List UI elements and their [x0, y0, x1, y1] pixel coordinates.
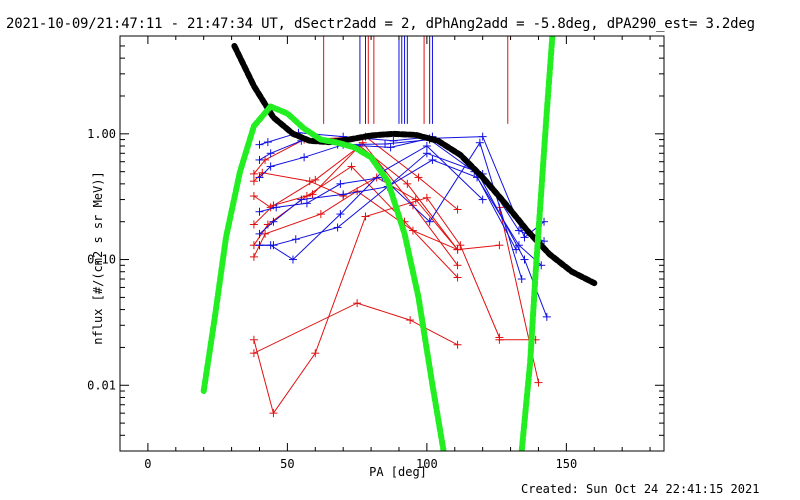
blue-data-point [339, 190, 348, 199]
blue-data-point [336, 179, 345, 188]
blue-data-point [517, 275, 526, 284]
red-data-point [249, 335, 258, 344]
blue-data-point [336, 210, 345, 219]
blue-data-point [269, 217, 278, 226]
blue-data-point [386, 143, 395, 152]
red-data-point [411, 195, 420, 204]
blue-data-point [266, 149, 275, 158]
red-data-point [453, 205, 462, 214]
blue-data-point [269, 241, 278, 250]
red-data-point [534, 378, 543, 387]
y-tick-label: 1.00 [87, 127, 116, 141]
red-data-point [249, 349, 258, 358]
red-data-point [258, 168, 267, 177]
y-axis-label: nflux [#/(cm2 s sr MeV)] [91, 171, 105, 344]
chart-title: 2021-10-09/21:47:11 - 21:47:34 UT, dSect… [6, 16, 755, 32]
red-data-point [249, 220, 258, 229]
blue-data-point [255, 229, 264, 238]
red-data-point [269, 409, 278, 418]
red-data-point [408, 201, 417, 210]
blue-data-point [302, 199, 311, 208]
blue-data-point [255, 173, 264, 182]
red-data-series [253, 190, 458, 258]
blue-data-series [259, 141, 523, 280]
red-data-series [253, 302, 458, 354]
red-data-point [453, 340, 462, 349]
red-data-point [361, 212, 370, 221]
blue-data-point [272, 203, 281, 212]
x-tick-label: 50 [280, 457, 294, 471]
red-data-point [408, 226, 417, 235]
x-axis-label: PA [deg] [369, 465, 427, 479]
red-data-point [249, 177, 258, 186]
blue-data-point [291, 235, 300, 244]
blue-data-point [255, 155, 264, 164]
blue-data-point [520, 233, 529, 242]
blue-data-point [288, 255, 297, 264]
red-data-point [249, 192, 258, 201]
red-data-point [249, 169, 258, 178]
blue-data-point [425, 217, 434, 226]
series-layer [200, 36, 598, 451]
red-data-point [456, 241, 465, 250]
blue-data-point [542, 312, 551, 321]
red-data-point [453, 273, 462, 282]
red-data-series [253, 141, 459, 266]
blue-data-point [478, 195, 487, 204]
blue-data-point [255, 140, 264, 149]
blue-data-point [255, 207, 264, 216]
red-data-point [311, 349, 320, 358]
blue-data-point [266, 162, 275, 171]
red-data-point [311, 175, 320, 184]
red-data-point [453, 261, 462, 270]
blue-data-point [428, 155, 437, 164]
y-tick-label: 0.01 [87, 378, 116, 392]
y-tick-label: 0.10 [87, 253, 116, 267]
x-tick-label: 0 [144, 457, 151, 471]
red-data-point [347, 162, 356, 171]
red-data-point [495, 241, 504, 250]
red-data-point [249, 252, 258, 261]
black-fit-curve [231, 43, 598, 287]
red-data-point [453, 245, 462, 254]
red-data-point [353, 299, 362, 308]
green-fit-curve [200, 103, 447, 451]
blue-data-point [255, 241, 264, 250]
blue-data-series [259, 139, 517, 250]
blue-data-point [263, 138, 272, 147]
axes: 0 50 100 150 0.01 0.10 1.00 [87, 35, 665, 471]
x-tick-label: 100 [416, 457, 438, 471]
blue-data-point [297, 195, 306, 204]
red-data-point [422, 193, 431, 202]
red-data-point [495, 335, 504, 344]
red-data-series [253, 136, 458, 210]
blue-data-point [333, 223, 342, 232]
blue-data-point [514, 241, 523, 250]
created-timestamp: Created: Sun Oct 24 22:41:15 2021 [521, 482, 760, 496]
vertical-markers [323, 36, 509, 124]
green-fit-curve [518, 36, 556, 451]
blue-data-point [540, 237, 549, 246]
blue-data-point [520, 255, 529, 264]
red-data-point [406, 316, 415, 325]
red-data-series [253, 197, 500, 415]
x-tick-label: 150 [556, 457, 578, 471]
plot-frame [119, 35, 665, 452]
blue-data-point [422, 142, 431, 151]
blue-data-point [475, 138, 484, 147]
blue-data-point [422, 149, 431, 158]
red-data-point [414, 173, 423, 182]
blue-data-point [478, 132, 487, 141]
blue-data-point [300, 153, 309, 162]
red-data-point [316, 210, 325, 219]
red-data-point [403, 179, 412, 188]
